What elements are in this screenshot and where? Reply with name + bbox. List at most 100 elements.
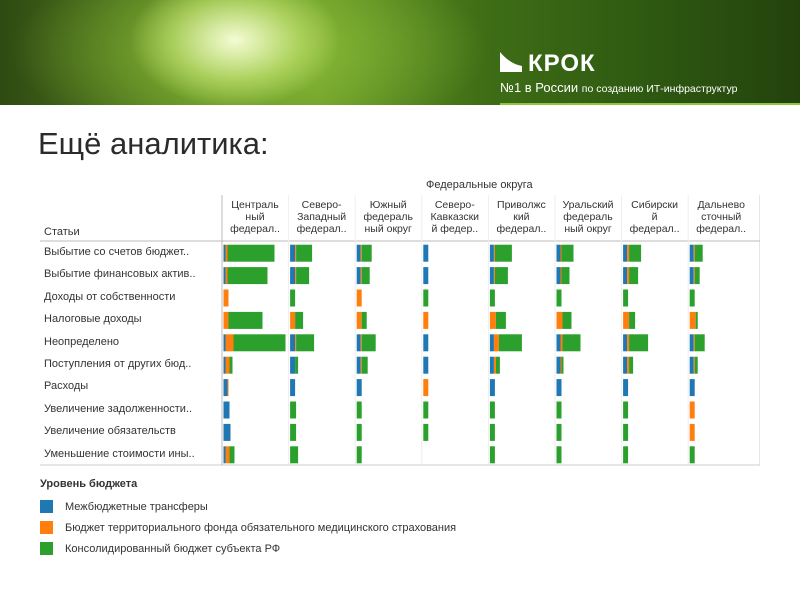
panel-header: Сибирски й федерал.. xyxy=(622,199,688,235)
bar-segment xyxy=(356,356,361,374)
bar-segment xyxy=(356,401,362,419)
bar-segment xyxy=(560,334,563,352)
bar-segment xyxy=(689,423,695,441)
bar-segment xyxy=(623,379,629,397)
chart: Федеральные округа Статьи Выбытие со сче… xyxy=(40,175,760,467)
panel-header: Дальнево сточный федерал.. xyxy=(688,199,754,235)
legend-label: Бюджет территориального фонда обязательн… xyxy=(65,521,457,534)
bar-segment xyxy=(495,356,500,374)
bar-segment xyxy=(689,379,695,397)
bar-segment xyxy=(356,334,361,352)
bar-segment xyxy=(629,334,649,352)
bar-segment xyxy=(694,356,698,374)
panel-header-line: сточный xyxy=(701,211,742,223)
bar-segment xyxy=(560,267,562,285)
panel-header-line: Западный xyxy=(297,211,347,223)
bar-segment xyxy=(556,356,561,374)
bar-segment xyxy=(556,446,562,464)
bar-segment xyxy=(223,267,226,285)
bar-segment xyxy=(489,289,495,307)
slide-title: Ещё аналитика: xyxy=(38,126,269,161)
legend-swatch xyxy=(40,500,53,513)
legend-item: Межбюджетные трансферы xyxy=(40,496,456,517)
bar-segment xyxy=(290,244,296,262)
bar-segment xyxy=(290,401,297,419)
panel-header-line: федерал.. xyxy=(230,223,280,235)
bar-segment xyxy=(489,244,494,262)
bar-segment xyxy=(693,356,695,374)
bar-segment xyxy=(693,334,695,352)
bar-segment xyxy=(623,446,629,464)
bar-segment xyxy=(361,244,372,262)
bar-segment xyxy=(356,423,362,441)
bar-segment xyxy=(423,423,429,441)
bar-segment xyxy=(423,289,429,307)
bar-segment xyxy=(695,311,698,329)
bar-segment xyxy=(423,401,429,419)
bar-segment xyxy=(561,267,570,285)
panel-header-line: федерал.. xyxy=(296,223,347,235)
bar-segment xyxy=(223,244,226,262)
bar-segment xyxy=(423,356,429,374)
row-label: Поступления от других бюд.. xyxy=(44,358,192,370)
panel-header: Приволжс кий федерал.. xyxy=(488,199,554,235)
bar-segment xyxy=(229,356,233,374)
bar-segment xyxy=(223,356,226,374)
bar-segment xyxy=(623,401,629,419)
bar-segment xyxy=(623,334,628,352)
bar-segment xyxy=(556,244,561,262)
row-label: Увеличение обязательств xyxy=(44,425,176,438)
logo-tagline: №1 в России по созданию ИТ-инфраструктур xyxy=(500,80,737,95)
panel-header-line: кий xyxy=(513,211,530,223)
bar-segment xyxy=(556,289,562,307)
bar-segment xyxy=(629,311,636,329)
bar-segment xyxy=(689,334,694,352)
panel-header-line: й xyxy=(651,211,658,223)
bar-segment xyxy=(223,334,226,352)
bar-segment xyxy=(489,334,494,352)
bar-segment xyxy=(493,356,496,374)
bar-segment xyxy=(356,311,362,329)
bar-segment xyxy=(290,334,296,352)
bar-segment xyxy=(623,267,628,285)
legend-item: Консолидированный бюджет субъекта РФ xyxy=(40,538,456,559)
bar-segment xyxy=(225,356,230,374)
bar-segment xyxy=(493,244,495,262)
panel-header-line: федераль xyxy=(563,211,613,223)
legend-swatch xyxy=(40,521,53,534)
bar-segment xyxy=(223,289,229,307)
panel-header-line: ный xyxy=(245,211,265,223)
row-label: Налоговые доходы xyxy=(44,313,142,326)
bar-segment xyxy=(493,334,499,352)
bar-segment xyxy=(296,267,310,285)
bar-segment xyxy=(361,356,368,374)
bar-segment xyxy=(494,244,512,262)
panel-header-line: федерал.. xyxy=(629,223,680,235)
panel-header-line: Уральский xyxy=(562,199,614,211)
bar-segment xyxy=(556,423,562,441)
row-label: Расходы xyxy=(44,380,89,393)
bar-segment xyxy=(489,379,495,397)
panel-header-line: федерал.. xyxy=(496,223,547,235)
bar-segment xyxy=(489,267,494,285)
bar-segment xyxy=(361,267,370,285)
bar-segment xyxy=(360,356,362,374)
bar-segment xyxy=(296,244,313,262)
bar-segment xyxy=(223,446,226,464)
tagline-rest: по созданию ИТ-инфраструктур xyxy=(581,83,738,95)
legend-label: Межбюджетные трансферы xyxy=(65,500,208,513)
bar-segment xyxy=(223,379,228,397)
bar-segment xyxy=(693,244,695,262)
bar-segment xyxy=(290,446,299,464)
bar-segment xyxy=(694,244,703,262)
bar-segment xyxy=(694,334,705,352)
panel-header-line: Централь xyxy=(231,199,279,211)
legend-swatch xyxy=(40,542,53,555)
legend: Уровень бюджета Межбюджетные трансферы Бю… xyxy=(40,478,456,559)
bar-segment xyxy=(423,244,429,262)
bar-segment xyxy=(556,379,562,397)
bar-segment xyxy=(290,267,296,285)
bar-segment xyxy=(489,401,495,419)
bar-segment xyxy=(295,356,299,374)
bar-segment xyxy=(495,311,506,329)
